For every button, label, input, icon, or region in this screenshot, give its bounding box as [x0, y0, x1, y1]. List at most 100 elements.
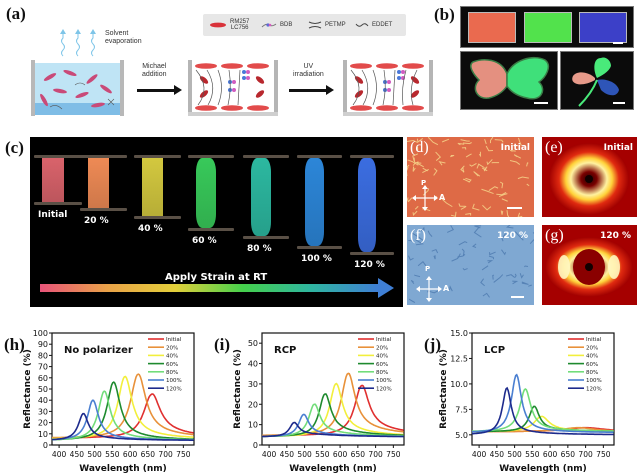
analyzer-label: A — [443, 284, 450, 293]
clamp-top — [350, 155, 395, 158]
x-tick-label: 500 — [297, 450, 312, 459]
series-line-120pct — [472, 386, 614, 436]
x-tick-label: 700 — [368, 450, 383, 459]
legend-bdb: BDB — [280, 22, 293, 28]
eddet-icon — [355, 23, 369, 27]
legend-label: 60% — [166, 362, 178, 368]
x-tick-label: 550 — [525, 450, 540, 459]
state-tag: Initial — [500, 143, 530, 153]
legend-label: 60% — [586, 362, 598, 368]
legend-label: 80% — [376, 370, 388, 376]
legend-label: Initial — [376, 337, 392, 343]
x-tick-label: 550 — [105, 450, 120, 459]
mesogen — [402, 105, 424, 111]
y-tick-label: 60 — [38, 374, 48, 383]
plot-frame — [51, 332, 195, 446]
crosslinked-lc-network-illustration — [343, 60, 433, 116]
y-tick-label: 40 — [38, 396, 48, 405]
x-tick-label: 700 — [578, 450, 593, 459]
legend-label: 120% — [376, 386, 392, 392]
clamp-bottom — [297, 246, 342, 249]
panel-label-d: (d) — [410, 139, 429, 156]
sample-strip — [142, 158, 163, 216]
panel-label-a: (a) — [6, 4, 26, 23]
reflectance-chart-no-polarizer: 0 10 20 30 40 50 60 70 80 90 100 400 450 500 550 600 650… — [23, 329, 195, 474]
vapor-arrows-icon — [60, 29, 96, 57]
y-tick-label: 100 — [33, 329, 48, 338]
film-green — [524, 12, 572, 43]
y-tick-label: 50 — [38, 385, 48, 394]
strain-label: 100 % — [301, 254, 332, 264]
y-tick-label: 10 — [38, 430, 48, 439]
analyzer-label: A — [439, 193, 446, 202]
mesogen — [247, 105, 269, 111]
strain-label: 40 % — [138, 224, 163, 234]
polarizer-label: P — [421, 179, 427, 187]
clamp-bottom — [188, 228, 235, 231]
texture-pattern — [408, 225, 534, 304]
scale-bar — [613, 42, 623, 44]
texture-pattern — [407, 137, 530, 217]
y-tick-label: 7.5 — [455, 405, 468, 414]
bdb-crosslinker-icon — [261, 23, 277, 28]
x-tick-label: 400 — [262, 450, 277, 459]
panel-label-c: (c) — [5, 138, 24, 157]
colored-films-photo — [460, 6, 634, 48]
y-tick-label: 10.0 — [450, 380, 468, 389]
polarizer-label: P — [425, 265, 431, 273]
x-tick-label: 450 — [70, 450, 85, 459]
caption-irradiation: irradiation — [293, 71, 324, 78]
x-tick-label: 450 — [280, 450, 295, 459]
legend-item-bdb: BDB — [261, 14, 292, 36]
solution-container-illustration — [31, 60, 124, 116]
y-tick-label: 0 — [43, 441, 48, 450]
film-red — [468, 12, 516, 43]
mesogen-icon — [210, 22, 226, 28]
legend-label: 40% — [376, 354, 388, 360]
fft-pattern-strained: (g) 120 % — [542, 225, 637, 305]
clover-pattern — [572, 57, 619, 107]
legend-item-eddet: EDDET — [355, 14, 392, 36]
x-axis-label: Wavelength (nm) — [499, 464, 587, 474]
scale-bar — [511, 296, 524, 298]
fft-ring — [542, 137, 637, 217]
reflectance-chart-lcp: 5.0 7.5 10.0 12.5 15.0 400 450 500 550 600 650 700 7… — [439, 329, 615, 474]
mesogen — [350, 105, 372, 111]
state-tag: 120 % — [497, 231, 528, 241]
sample-strip — [42, 158, 64, 202]
reflectance-chart-rcp: 0 10 20 30 40 50 400 450 500 550 600 650 700 750 Wavel… — [233, 332, 405, 474]
legend-label: Initial — [166, 337, 182, 343]
y-tick-label: 40 — [248, 360, 258, 369]
state-tag: Initial — [603, 143, 633, 153]
legend-lc756: LC756 — [230, 25, 249, 31]
legend-label: 20% — [376, 345, 388, 351]
fft-pattern-initial: (e) Initial — [542, 137, 637, 217]
petmp-icon — [308, 21, 322, 29]
mesogen — [350, 63, 372, 69]
michael-addition-arrow — [137, 85, 182, 95]
x-tick-label: 550 — [315, 450, 330, 459]
chart-title: No polarizer — [64, 345, 133, 356]
butterfly-pattern — [470, 56, 550, 100]
clamp-bottom — [350, 252, 395, 255]
y-axis-label: Reflectance (%) — [439, 349, 449, 429]
x-tick-label: 650 — [351, 450, 366, 459]
panel-label-f: (f) — [410, 227, 426, 244]
y-tick-label: 20 — [38, 419, 48, 428]
y-tick-label: 30 — [38, 407, 48, 416]
legend-petmp: PETMP — [325, 22, 346, 28]
clamp-top — [34, 155, 82, 158]
y-tick-label: 15.0 — [450, 329, 468, 338]
panel-label-h: (h) — [4, 335, 25, 354]
scale-bar — [613, 102, 625, 104]
strain-label: 20 % — [84, 216, 109, 226]
legend-label: 120% — [586, 386, 602, 392]
clamp-top — [297, 155, 342, 158]
x-tick-label: 750 — [386, 450, 401, 459]
pom-image-strained: (f) 120 % P A — [407, 225, 534, 305]
y-tick-label: 0 — [253, 441, 258, 450]
scale-bar — [534, 102, 548, 104]
x-tick-label: 450 — [490, 450, 505, 459]
panel-label-e: (e) — [545, 139, 563, 156]
strain-arrow-caption: Apply Strain at RT — [165, 272, 268, 283]
